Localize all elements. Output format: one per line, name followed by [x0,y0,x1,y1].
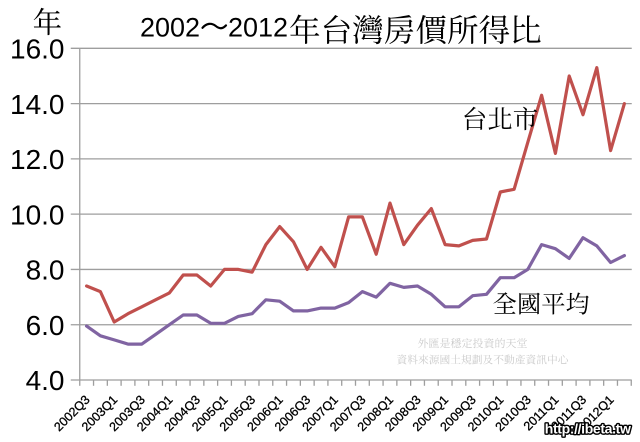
svg-text:2002: 2002 [140,13,200,43]
svg-text:2012: 2012 [228,13,288,43]
svg-text:14.0: 14.0 [10,89,65,120]
svg-text:12.0: 12.0 [10,144,65,175]
svg-text:6.0: 6.0 [26,310,65,341]
svg-text:4.0: 4.0 [26,365,65,396]
svg-text:16.0: 16.0 [10,34,65,65]
svg-text:http://ibeta.tw: http://ibeta.tw [545,421,631,437]
svg-text:8.0: 8.0 [26,255,65,286]
svg-text:10.0: 10.0 [10,199,65,230]
